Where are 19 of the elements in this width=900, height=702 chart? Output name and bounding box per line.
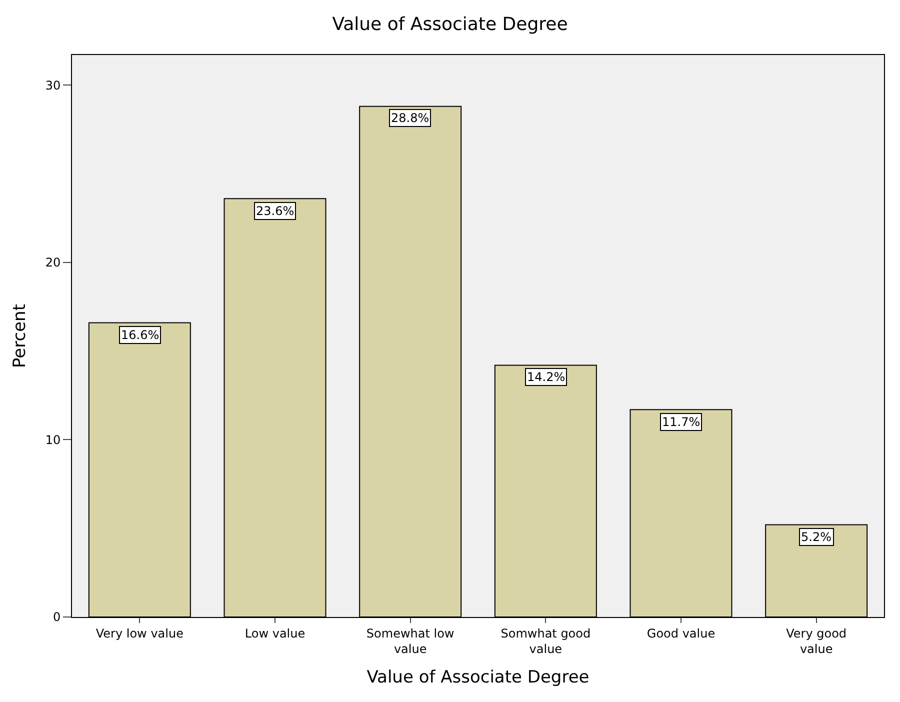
data-label: 23.6%	[256, 204, 294, 218]
x-tick-label: Somwhat good value	[500, 626, 591, 656]
x-tick-label: Very low value	[96, 626, 184, 640]
data-label: 16.6%	[121, 328, 160, 342]
y-axis-title: Percent	[10, 304, 30, 368]
y-tick-label: 10	[45, 432, 61, 447]
x-tick-label: Low value	[244, 626, 306, 640]
x-tick-label: Very good value	[786, 626, 847, 656]
y-tick-label: 30	[45, 78, 61, 92]
data-label: 14.2%	[527, 370, 566, 384]
data-label: 5.2%	[801, 530, 832, 544]
x-tick-label: Somewhat low value	[366, 626, 454, 656]
chart-title: Value of Associate Degree	[332, 14, 568, 36]
y-tick-label: 0	[52, 610, 61, 624]
x-axis-title: Value of Associate Degree	[366, 667, 590, 688]
x-tick-label: Good value	[646, 626, 716, 640]
data-label: 11.7%	[662, 415, 700, 429]
data-label: 28.8%	[391, 111, 430, 125]
y-tick-label: 20	[45, 256, 61, 270]
